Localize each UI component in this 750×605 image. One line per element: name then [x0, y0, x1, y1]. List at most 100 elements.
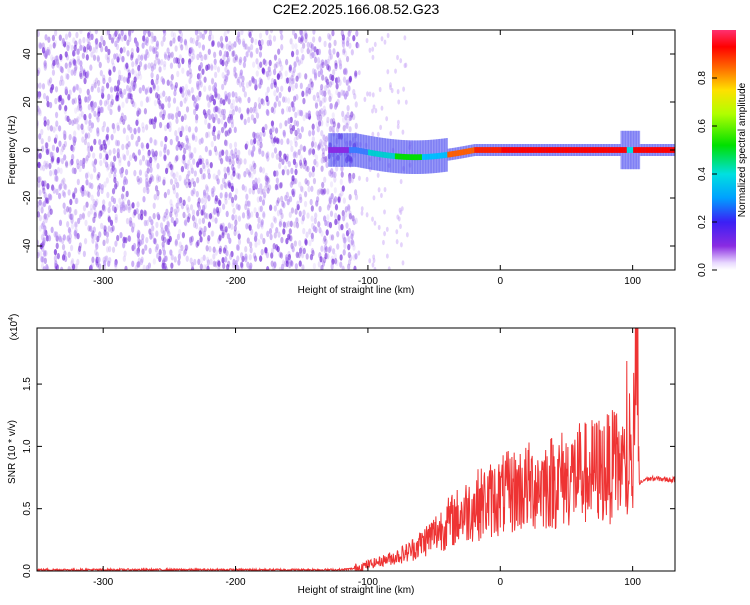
heatmap-noise-cell: [54, 86, 59, 93]
heatmap-signal-core: [488, 147, 491, 153]
heatmap-noise-cell: [206, 161, 210, 168]
heatmap-noise-cell: [348, 210, 352, 217]
heatmap-signal-core: [404, 154, 407, 160]
heatmap-noise-cell: [319, 138, 323, 146]
heatmap-noise-cell: [263, 185, 267, 192]
heatmap-noise-cell: [232, 207, 236, 215]
heatmap-noise-cell: [310, 185, 314, 192]
heatmap-noise-cell: [61, 145, 65, 153]
heatmap-noise-cell: [185, 106, 190, 113]
heatmap-noise-cell: [347, 235, 351, 243]
heatmap-signal-core: [350, 147, 353, 153]
heatmap-noise-cell: [38, 199, 42, 206]
heatmap-sparse-cell: [372, 104, 376, 110]
heatmap-noise-cell: [245, 193, 249, 201]
heatmap-noise-cell: [93, 138, 97, 146]
heatmap-sparse-cell: [396, 214, 400, 220]
heatmap-noise-cell: [252, 160, 256, 168]
heatmap-noise-cell: [73, 136, 77, 143]
heatmap-noise-cell: [196, 177, 200, 184]
heatmap-noise-cell: [305, 253, 309, 260]
heatmap-noise-cell: [234, 72, 238, 79]
heatmap-noise-cell: [92, 161, 96, 168]
heatmap-noise-cell: [74, 107, 78, 114]
heatmap-noise-cell: [105, 30, 109, 36]
heatmap-noise-cell: [231, 164, 235, 171]
heatmap-noise-cell: [198, 230, 202, 237]
heatmap-noise-cell: [103, 143, 108, 150]
heatmap-noise-cell: [326, 32, 331, 40]
heatmap-sparse-cell: [373, 266, 377, 270]
heatmap-signal-core: [526, 147, 529, 153]
heatmap-noise-cell: [198, 90, 202, 98]
heatmap-noise-cell: [120, 193, 125, 200]
heatmap-noise-cell: [135, 40, 139, 47]
heatmap-noise-cell: [137, 126, 141, 134]
heatmap-signal-core: [344, 147, 347, 153]
heatmap-noise-cell: [160, 140, 164, 148]
heatmap-noise-cell: [110, 98, 115, 106]
heatmap-noise-cell: [220, 118, 224, 125]
heatmap-noise-cell: [348, 114, 352, 122]
heatmap-noise-cell: [257, 39, 262, 47]
heatmap-noise-cell: [257, 97, 261, 104]
heatmap-signal-core: [642, 147, 645, 153]
heatmap-noise-cell: [266, 86, 270, 93]
heatmap-noise-cell: [87, 132, 91, 139]
heatmap-noise-cell: [310, 44, 314, 52]
heatmap-noise-cell: [98, 231, 102, 238]
heatmap-noise-cell: [136, 237, 141, 244]
heatmap-noise-cell: [237, 204, 241, 211]
heatmap-noise-cell: [81, 213, 86, 220]
heatmap-sparse-cell: [394, 68, 397, 74]
heatmap-noise-cell: [183, 219, 188, 226]
heatmap-noise-cell: [209, 63, 214, 70]
heatmap-noise-cell: [311, 51, 315, 59]
heatmap-noise-cell: [163, 124, 168, 132]
heatmap-noise-cell: [330, 263, 334, 270]
heatmap-noise-cell: [182, 154, 186, 161]
heatmap-noise-cell: [78, 98, 82, 105]
heatmap-noise-cell: [323, 235, 327, 242]
heatmap-noise-cell: [254, 107, 258, 114]
heatmap-noise-cell: [75, 31, 79, 39]
heatmap-signal-core: [568, 147, 571, 153]
heatmap-signal-core: [496, 147, 499, 153]
heatmap-noise-cell: [168, 161, 172, 168]
heatmap-noise-cell: [161, 241, 165, 248]
heatmap-noise-cell: [197, 30, 201, 35]
heatmap-noise-cell: [326, 87, 331, 95]
heatmap-noise-cell: [146, 167, 150, 174]
heatmap-noise-cell: [197, 94, 201, 101]
heatmap-noise-cell: [162, 215, 166, 222]
heatmap-noise-cell: [158, 121, 163, 129]
heatmap-noise-cell: [226, 92, 230, 100]
heatmap-noise-cell: [49, 169, 53, 177]
heatmap-noise-cell: [127, 204, 131, 211]
heatmap-noise-cell: [196, 239, 200, 247]
heatmap-noise-cell: [187, 90, 192, 97]
heatmap-noise-cell: [228, 40, 232, 48]
heatmap-noise-cell: [323, 84, 328, 92]
heatmap-noise-cell: [59, 148, 63, 156]
heatmap-noise-cell: [217, 117, 221, 125]
heatmap-noise-cell: [183, 177, 187, 184]
heatmap-sparse-cell: [383, 39, 387, 45]
heatmap-noise-cell: [239, 56, 243, 63]
heatmap-noise-cell: [121, 55, 125, 63]
heatmap-noise-cell: [150, 78, 154, 86]
heatmap-noise-cell: [314, 56, 318, 64]
heatmap-noise-cell: [270, 106, 274, 114]
heatmap-noise-cell: [76, 162, 80, 170]
heatmap-noise-cell: [77, 217, 81, 225]
heatmap-noise-cell: [169, 163, 173, 171]
heatmap-noise-cell: [298, 260, 302, 267]
heatmap-noise-cell: [102, 39, 106, 47]
heatmap-noise-cell: [228, 45, 232, 52]
heatmap-noise-cell: [60, 75, 64, 82]
heatmap-noise-cell: [193, 217, 197, 224]
heatmap-noise-cell: [275, 177, 279, 184]
heatmap-signal-core: [345, 147, 348, 153]
heatmap-noise-cell: [50, 54, 54, 61]
